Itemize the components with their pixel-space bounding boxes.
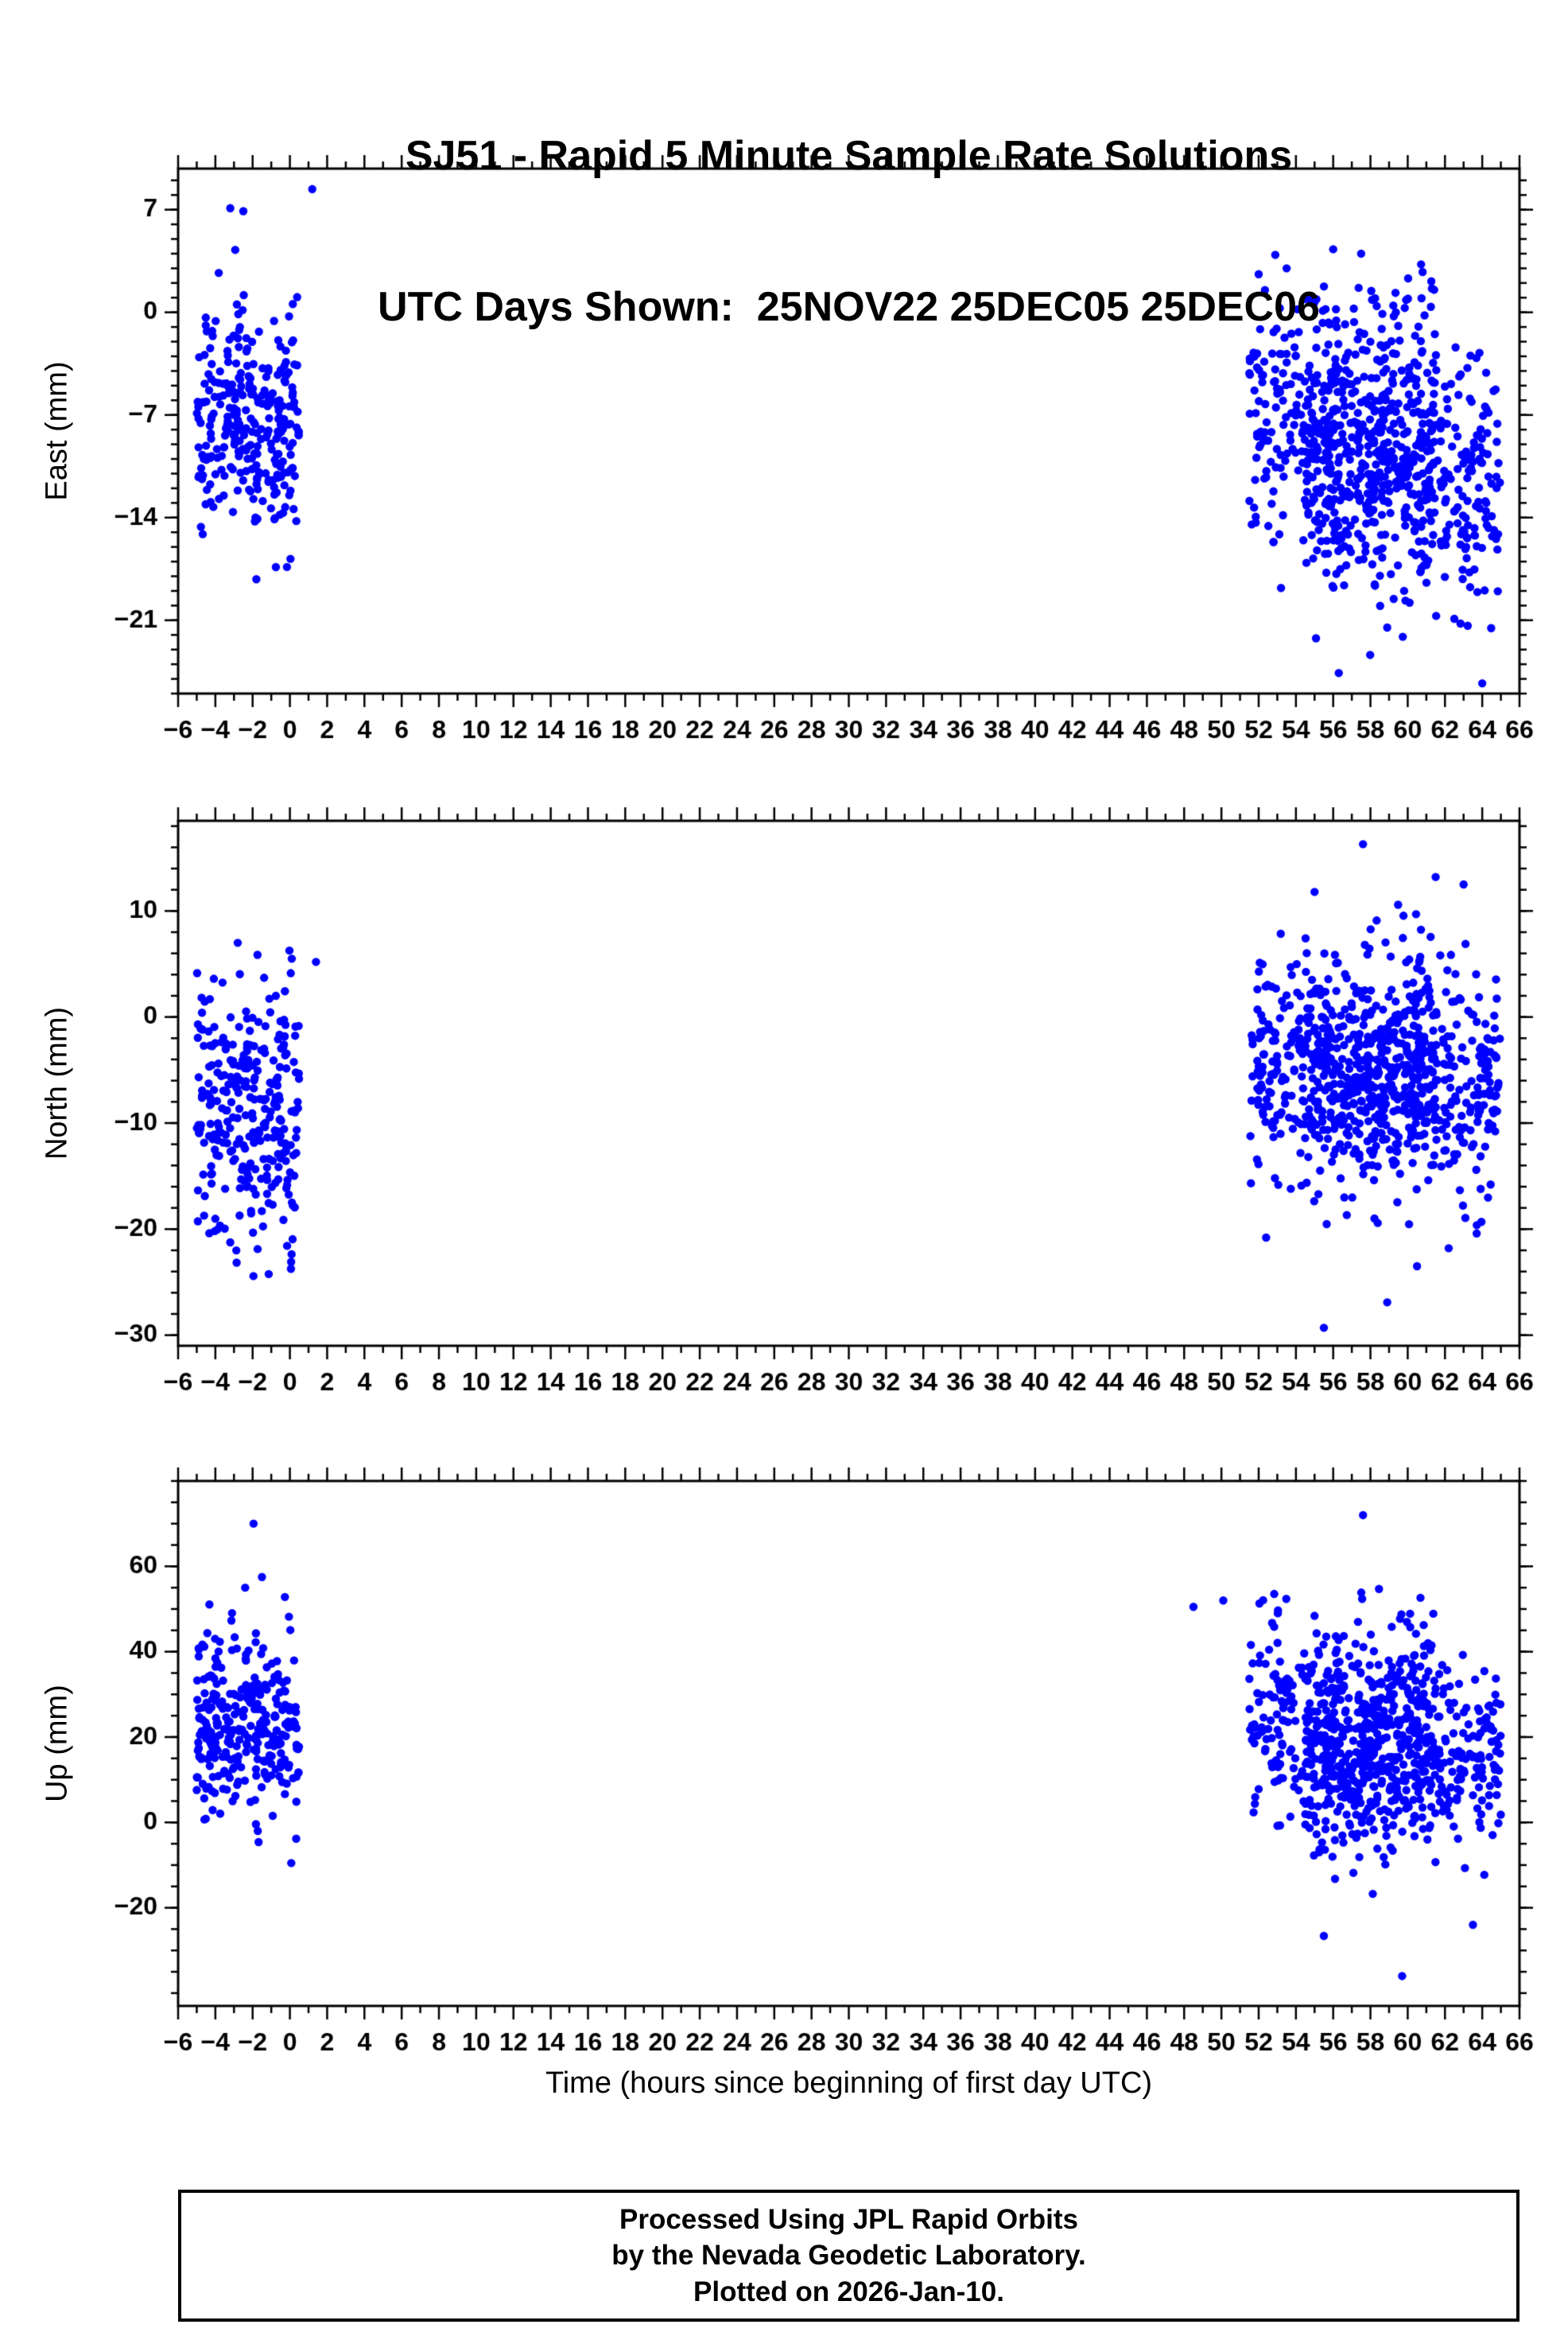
footer-box: Processed Using JPL Rapid Orbits by the … bbox=[178, 2190, 1519, 2322]
east-axis-label: East (mm) bbox=[40, 361, 74, 501]
chart-title: SJ51 - Rapid 5 Minute Sample Rate Soluti… bbox=[178, 30, 1519, 434]
footer-line1: Processed Using JPL Rapid Orbits bbox=[619, 2203, 1079, 2235]
chart-title-line1: SJ51 - Rapid 5 Minute Sample Rate Soluti… bbox=[405, 132, 1293, 179]
north-axis-label: North (mm) bbox=[40, 1006, 74, 1160]
x-axis-label: Time (hours since beginning of first day… bbox=[545, 2066, 1153, 2100]
chart-title-line2: UTC Days Shown: 25NOV22 25DEC05 25DEC06 bbox=[378, 284, 1320, 331]
footer-line3: Plotted on 2026-Jan-10. bbox=[693, 2276, 1004, 2307]
up-axis-label: Up (mm) bbox=[40, 1685, 74, 1802]
footer-line2: by the Nevada Geodetic Laboratory. bbox=[611, 2240, 1086, 2272]
